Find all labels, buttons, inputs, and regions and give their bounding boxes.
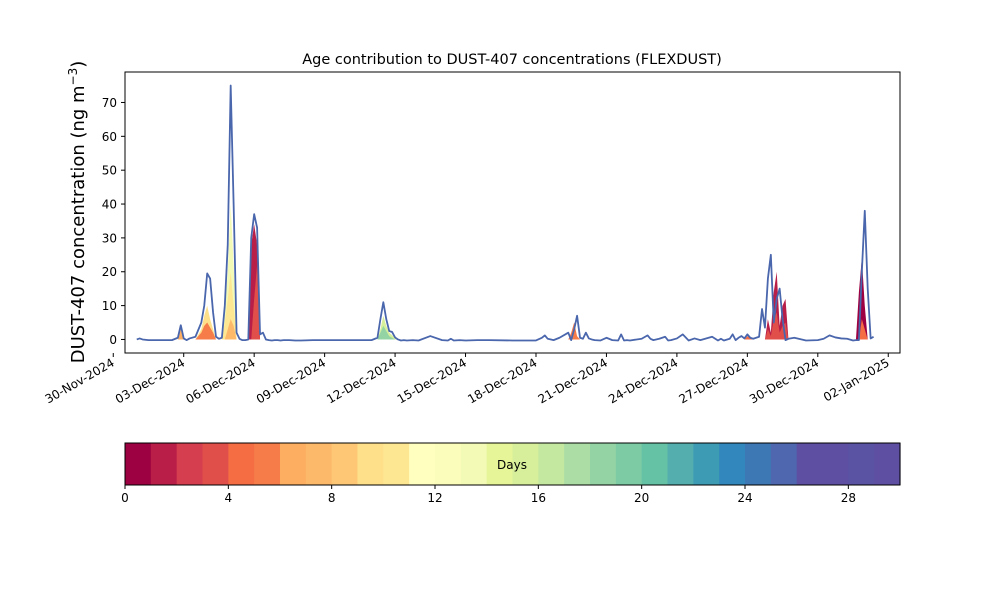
y-axis-label-exponent: −3 <box>66 68 80 86</box>
colorbar-segment <box>615 443 643 485</box>
colorbar-segment <box>745 443 772 485</box>
y-tick-label: 50 <box>102 164 117 178</box>
x-tick-label: 15-Dec-2024 <box>395 355 469 406</box>
colorbar <box>125 443 901 485</box>
x-tick-label: 12-Dec-2024 <box>324 355 398 406</box>
chart-title: Age contribution to DUST-407 concentrati… <box>302 52 722 68</box>
colorbar-tick-label: 28 <box>841 491 856 505</box>
colorbar-segment <box>719 443 746 485</box>
colorbar-segment <box>667 443 694 485</box>
colorbar-segment <box>874 443 901 485</box>
x-tick-label: 27-Dec-2024 <box>677 355 751 406</box>
age-band-area <box>177 329 184 340</box>
age-band-area <box>221 271 237 340</box>
colorbar-segment <box>796 443 824 485</box>
colorbar-ticks: 0 4 8 12 16 20 24 28 <box>121 485 856 505</box>
y-axis-label-text: DUST-407 concentration (ng m <box>68 85 89 363</box>
age-band-area <box>764 312 789 340</box>
colorbar-segment <box>822 443 849 485</box>
total-concentration-series <box>136 84 875 342</box>
colorbar-segment <box>460 443 488 485</box>
colorbar-segment <box>305 443 333 485</box>
y-axis: 0 10 20 30 40 50 60 70 <box>102 96 125 347</box>
colorbar-segment <box>848 443 875 485</box>
x-tick-label: 24-Dec-2024 <box>606 355 680 406</box>
colorbar-tick-label: 12 <box>427 491 442 505</box>
colorbar-segment <box>125 443 152 485</box>
total-concentration-line <box>136 84 875 342</box>
colorbar-segment <box>486 443 514 485</box>
colorbar-segment <box>435 443 462 485</box>
colorbar-segment <box>538 443 565 485</box>
plot-area <box>124 71 901 354</box>
colorbar-segment <box>331 443 359 485</box>
colorbar-tick-label: 24 <box>737 491 752 505</box>
colorbar-segment <box>409 443 436 485</box>
y-tick-label: 0 <box>109 333 117 347</box>
x-tick-label: 30-Dec-2024 <box>747 355 821 406</box>
x-tick-label: 21-Dec-2024 <box>536 355 610 406</box>
age-band-area <box>195 322 217 340</box>
colorbar-segment <box>641 443 669 485</box>
y-axis-label: DUST-407 concentration (ng m−3) <box>66 61 89 364</box>
y-tick-label: 40 <box>102 198 117 212</box>
colorbar-segment <box>254 443 281 485</box>
colorbar-segment <box>383 443 410 485</box>
plot-frame <box>124 71 901 354</box>
colorbar-segment <box>280 443 307 485</box>
colorbar-segment <box>564 443 591 485</box>
colorbar-segment <box>512 443 539 485</box>
colorbar-segment <box>590 443 617 485</box>
colorbar-tick-label: 8 <box>328 491 336 505</box>
x-axis: 30-Nov-202403-Dec-202406-Dec-202409-Dec-… <box>43 353 892 406</box>
colorbar-segment <box>176 443 204 485</box>
y-tick-label: 60 <box>102 130 117 144</box>
age-bands <box>177 204 871 340</box>
colorbar-segment <box>150 443 178 485</box>
colorbar-tick-label: 16 <box>531 491 546 505</box>
colorbar-segment <box>202 443 229 485</box>
x-tick-label: 06-Dec-2024 <box>183 355 257 406</box>
colorbar-segment <box>357 443 384 485</box>
y-tick-label: 70 <box>102 96 117 110</box>
y-tick-label: 10 <box>102 299 117 313</box>
colorbar-tick-label: 0 <box>121 491 129 505</box>
y-tick-label: 30 <box>102 231 117 245</box>
age-band-area <box>224 319 237 340</box>
y-axis-label-close: ) <box>68 61 89 68</box>
x-tick-label: 03-Dec-2024 <box>113 355 187 406</box>
y-tick-label: 20 <box>102 265 117 279</box>
colorbar-frame <box>124 442 901 486</box>
colorbar-segment <box>770 443 798 485</box>
colorbar-label: Days <box>497 458 527 472</box>
age-band-area <box>251 264 261 340</box>
x-tick-label: 09-Dec-2024 <box>254 355 328 406</box>
colorbar-tick-label: 4 <box>225 491 233 505</box>
age-band-area <box>377 325 396 340</box>
colorbar-tick-label: 20 <box>634 491 649 505</box>
age-band-area <box>858 319 868 340</box>
colorbar-segment <box>228 443 255 485</box>
x-tick-label: 02-Jan-2025 <box>821 355 892 404</box>
colorbar-segment <box>693 443 720 485</box>
x-tick-label: 18-Dec-2024 <box>465 355 539 406</box>
